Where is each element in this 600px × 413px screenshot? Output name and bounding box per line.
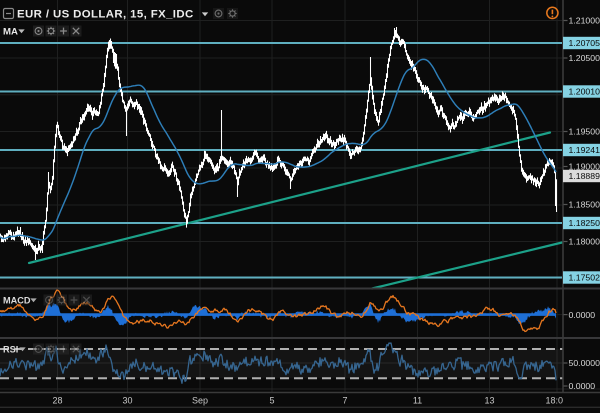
svg-text:MA: MA bbox=[3, 27, 18, 38]
svg-text:RSI: RSI bbox=[3, 344, 18, 354]
svg-text:18:0: 18:0 bbox=[546, 395, 564, 405]
svg-text:1.18000: 1.18000 bbox=[569, 237, 600, 247]
svg-text:5: 5 bbox=[269, 395, 274, 405]
svg-text:EUR / US DOLLAR, 15, FX_IDC: EUR / US DOLLAR, 15, FX_IDC bbox=[17, 9, 194, 21]
svg-text:28: 28 bbox=[52, 395, 62, 405]
svg-text:1.20010: 1.20010 bbox=[569, 87, 600, 97]
svg-text:1.18250: 1.18250 bbox=[569, 218, 600, 228]
svg-text:13: 13 bbox=[484, 395, 494, 405]
svg-text:MACD: MACD bbox=[3, 295, 31, 305]
svg-text:7: 7 bbox=[342, 395, 347, 405]
svg-text:1.18889: 1.18889 bbox=[569, 171, 600, 181]
svg-text:1.19500: 1.19500 bbox=[569, 127, 600, 137]
svg-text:30: 30 bbox=[122, 395, 132, 405]
svg-text:1.18500: 1.18500 bbox=[569, 200, 600, 210]
svg-text:0.0000: 0.0000 bbox=[569, 310, 596, 320]
svg-text:Sep: Sep bbox=[192, 395, 208, 405]
svg-text:0.0000: 0.0000 bbox=[569, 381, 596, 391]
svg-text:1.20500: 1.20500 bbox=[569, 53, 600, 63]
svg-text:50.0000: 50.0000 bbox=[569, 358, 600, 368]
svg-text:1.20705: 1.20705 bbox=[569, 38, 600, 48]
svg-text:1.17502: 1.17502 bbox=[569, 273, 600, 283]
svg-text:1.21000: 1.21000 bbox=[569, 16, 600, 26]
svg-text:11: 11 bbox=[413, 395, 422, 405]
svg-text:1.19241: 1.19241 bbox=[569, 145, 600, 155]
